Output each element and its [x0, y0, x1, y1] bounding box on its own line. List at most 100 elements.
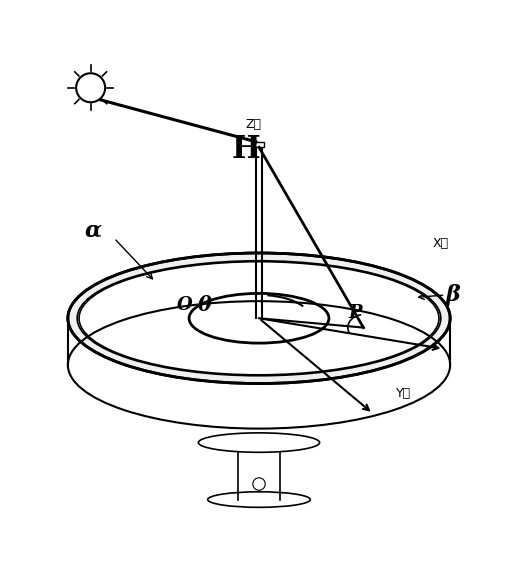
Ellipse shape — [217, 328, 233, 337]
Ellipse shape — [354, 285, 370, 294]
Ellipse shape — [354, 343, 370, 351]
Ellipse shape — [157, 277, 172, 287]
Ellipse shape — [260, 307, 276, 315]
Ellipse shape — [303, 343, 319, 351]
Ellipse shape — [242, 336, 258, 345]
Ellipse shape — [346, 321, 361, 330]
Ellipse shape — [242, 307, 258, 315]
Ellipse shape — [174, 336, 190, 345]
Ellipse shape — [217, 271, 233, 279]
Ellipse shape — [79, 262, 439, 375]
Ellipse shape — [268, 285, 284, 294]
Ellipse shape — [191, 336, 207, 345]
Text: P: P — [348, 304, 362, 322]
Ellipse shape — [285, 314, 301, 323]
Ellipse shape — [182, 285, 198, 294]
Ellipse shape — [268, 271, 284, 279]
Ellipse shape — [148, 299, 164, 309]
Ellipse shape — [242, 277, 258, 287]
Ellipse shape — [285, 343, 301, 351]
Ellipse shape — [191, 277, 207, 287]
Ellipse shape — [328, 307, 344, 315]
Ellipse shape — [260, 321, 276, 330]
Ellipse shape — [371, 299, 387, 309]
Ellipse shape — [208, 292, 224, 301]
Ellipse shape — [354, 314, 370, 323]
Ellipse shape — [225, 277, 241, 287]
Ellipse shape — [251, 314, 267, 323]
Ellipse shape — [320, 299, 336, 309]
Ellipse shape — [337, 328, 353, 337]
Ellipse shape — [225, 307, 241, 315]
Ellipse shape — [148, 314, 164, 323]
Ellipse shape — [328, 277, 344, 287]
Ellipse shape — [234, 328, 250, 337]
Ellipse shape — [337, 314, 353, 323]
Ellipse shape — [208, 307, 224, 315]
Ellipse shape — [303, 328, 319, 337]
Ellipse shape — [208, 336, 224, 345]
Ellipse shape — [114, 314, 130, 323]
Ellipse shape — [380, 321, 396, 330]
Ellipse shape — [388, 314, 404, 323]
Ellipse shape — [277, 292, 293, 301]
Ellipse shape — [191, 292, 207, 301]
Ellipse shape — [320, 357, 336, 366]
Ellipse shape — [217, 314, 233, 323]
Ellipse shape — [320, 328, 336, 337]
Ellipse shape — [122, 321, 138, 330]
Ellipse shape — [371, 328, 387, 337]
Ellipse shape — [174, 277, 190, 287]
Bar — [254, 142, 264, 147]
Ellipse shape — [199, 343, 215, 351]
Ellipse shape — [363, 321, 379, 330]
Ellipse shape — [217, 357, 233, 366]
Ellipse shape — [320, 343, 336, 351]
Ellipse shape — [165, 343, 181, 351]
Ellipse shape — [234, 314, 250, 323]
Ellipse shape — [105, 321, 121, 330]
Ellipse shape — [191, 321, 207, 330]
Ellipse shape — [285, 328, 301, 337]
Ellipse shape — [328, 336, 344, 345]
Ellipse shape — [328, 350, 344, 359]
Ellipse shape — [208, 492, 310, 508]
Ellipse shape — [148, 285, 164, 294]
Ellipse shape — [380, 336, 396, 345]
Ellipse shape — [346, 292, 361, 301]
Ellipse shape — [303, 285, 319, 294]
Ellipse shape — [251, 271, 267, 279]
Text: Z轴: Z轴 — [246, 117, 262, 130]
Ellipse shape — [191, 307, 207, 315]
Ellipse shape — [337, 343, 353, 351]
Ellipse shape — [234, 357, 250, 366]
Ellipse shape — [131, 299, 147, 309]
Ellipse shape — [182, 314, 198, 323]
Ellipse shape — [294, 350, 310, 359]
Ellipse shape — [225, 321, 241, 330]
Text: O: O — [177, 296, 193, 314]
Ellipse shape — [199, 328, 215, 337]
Ellipse shape — [148, 328, 164, 337]
Ellipse shape — [294, 292, 310, 301]
Ellipse shape — [363, 336, 379, 345]
Ellipse shape — [242, 321, 258, 330]
Ellipse shape — [157, 336, 172, 345]
Ellipse shape — [242, 350, 258, 359]
Ellipse shape — [303, 271, 319, 279]
Ellipse shape — [388, 328, 404, 337]
Ellipse shape — [251, 328, 267, 337]
Ellipse shape — [328, 292, 344, 301]
Ellipse shape — [174, 350, 190, 359]
Ellipse shape — [139, 336, 155, 345]
Ellipse shape — [217, 343, 233, 351]
Ellipse shape — [346, 277, 361, 287]
Ellipse shape — [251, 343, 267, 351]
Ellipse shape — [105, 307, 121, 315]
Ellipse shape — [268, 328, 284, 337]
Ellipse shape — [354, 299, 370, 309]
Ellipse shape — [294, 307, 310, 315]
Ellipse shape — [354, 328, 370, 337]
Ellipse shape — [139, 307, 155, 315]
Ellipse shape — [251, 285, 267, 294]
